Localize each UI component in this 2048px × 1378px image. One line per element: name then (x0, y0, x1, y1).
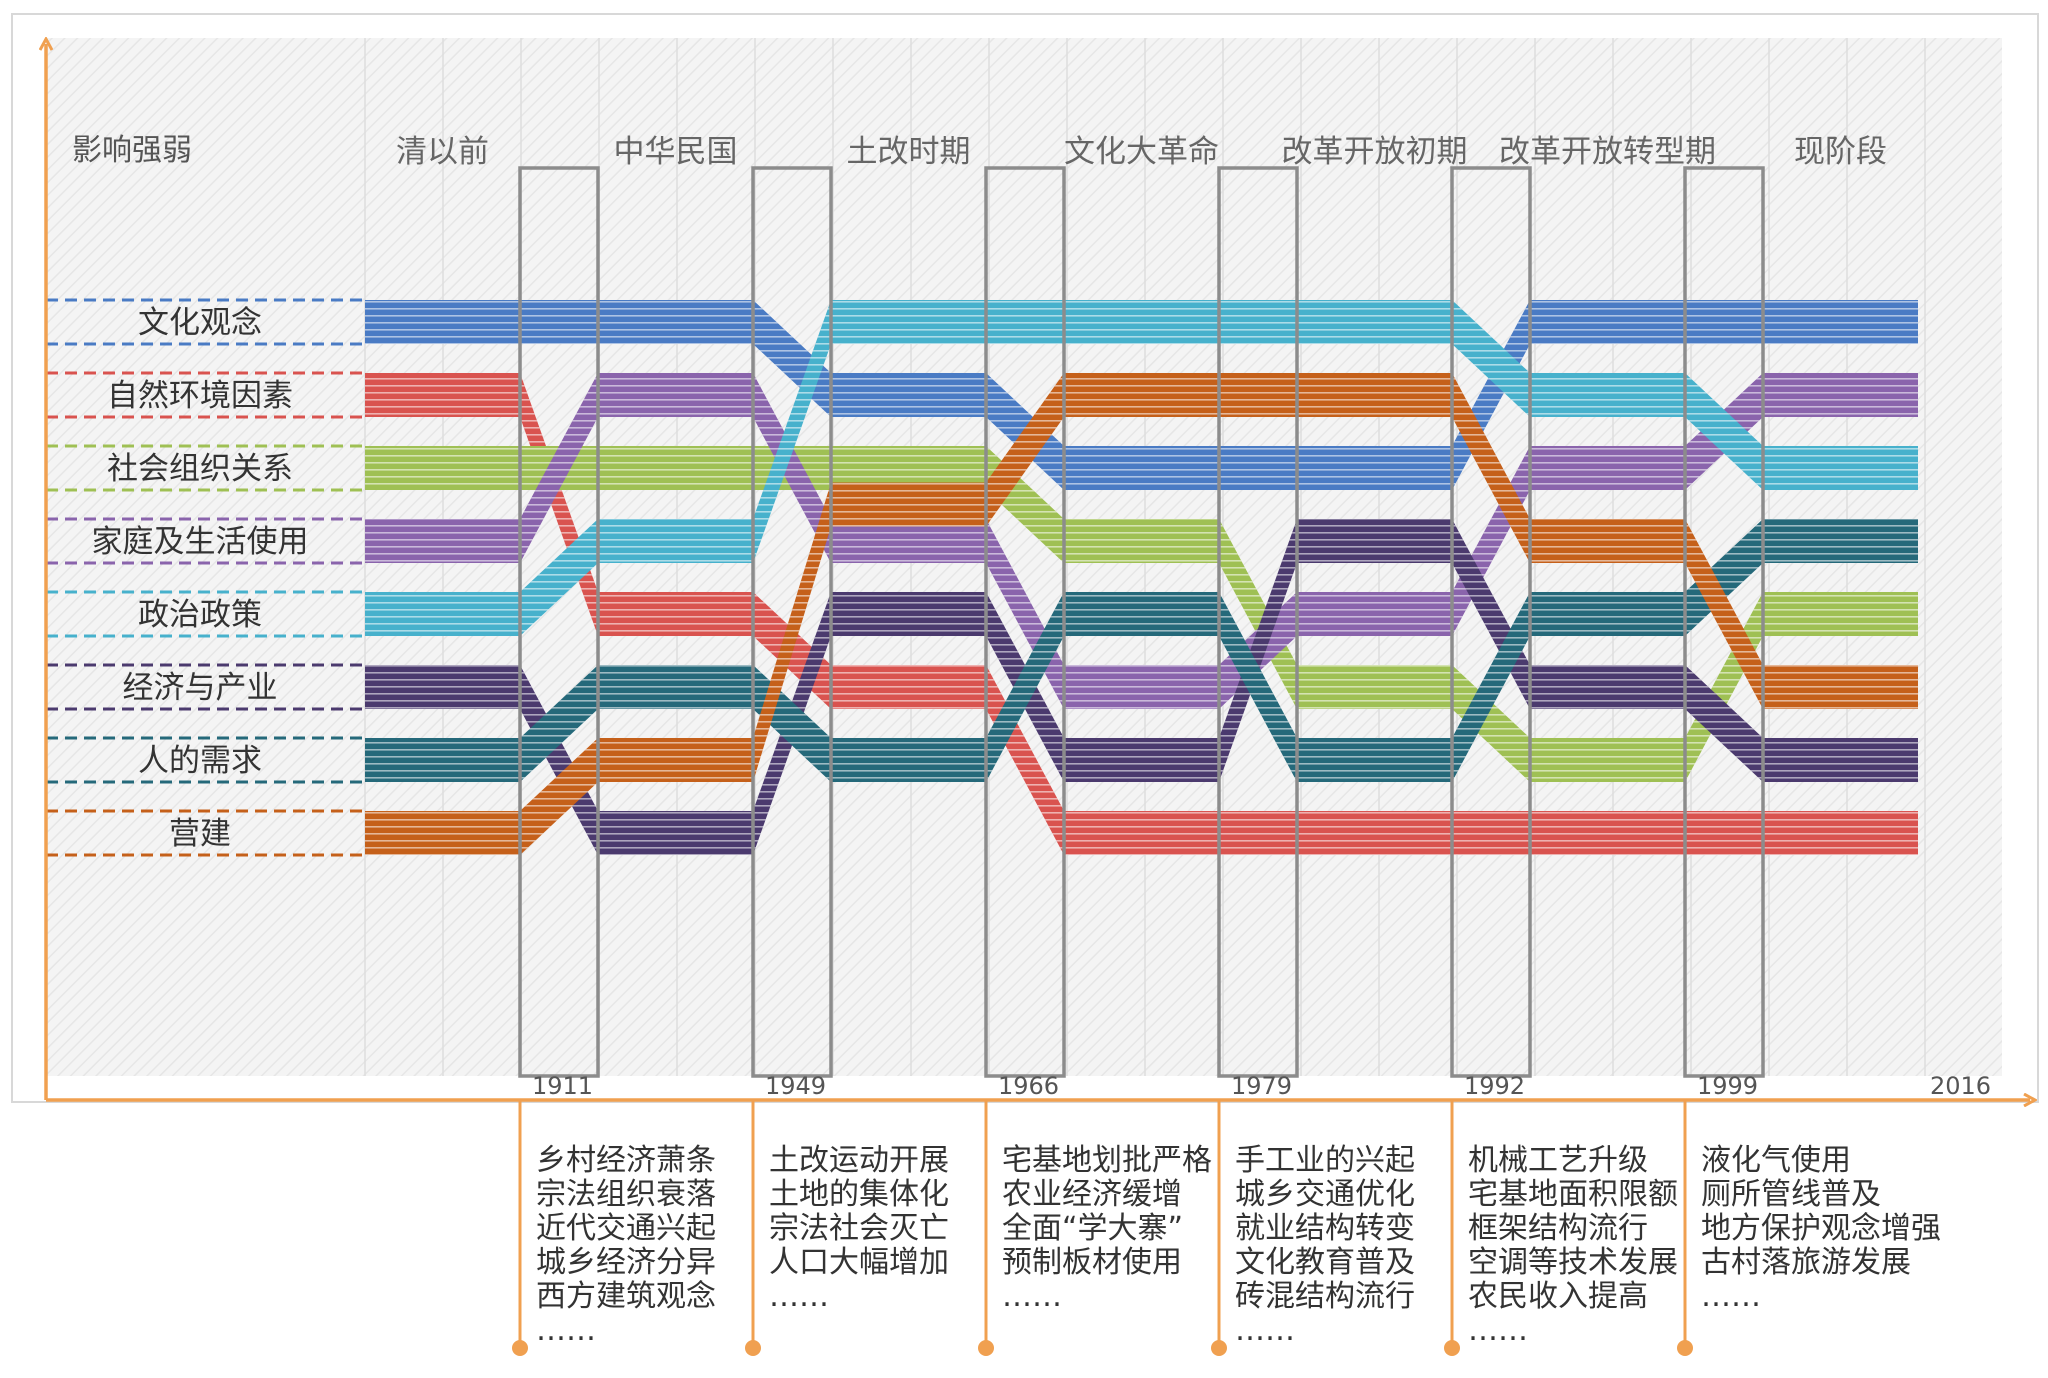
plot-background (46, 38, 2002, 1076)
transition-box (1217, 166, 1299, 1078)
event-text-line: 近代交通兴起 (536, 1211, 716, 1246)
event-text-line: 就业结构转变 (1235, 1211, 1415, 1246)
year-labels: 1911 1949 1966 1979 1992 1999 2016 (532, 1072, 1991, 1100)
event-text-line: 乡村经济萧条 (536, 1143, 716, 1178)
transition-box (1683, 166, 1765, 1078)
year-label: 1992 (1464, 1072, 1525, 1100)
year-label: 1999 (1697, 1072, 1758, 1100)
series-band-stripes (365, 373, 1918, 855)
factor-label: 政治政策 (138, 597, 262, 633)
event-text-line: 宗法社会灭亡 (769, 1211, 949, 1246)
event-text-line: …… (1701, 1279, 1761, 1314)
event-text-line: 古村落旅游发展 (1701, 1245, 1911, 1280)
event-text-line: 地方保护观念增强 (1701, 1211, 1941, 1246)
event-1949: 土改运动开展土地的集体化宗法社会灭亡人口大幅增加…… (745, 1100, 949, 1356)
event-text-line: …… (1002, 1279, 1062, 1314)
event-1979: 手工业的兴起城乡交通优化就业结构转变文化教育普及砖混结构流行…… (1211, 1100, 1415, 1356)
event-annotations: 乡村经济萧条宗法组织衰落近代交通兴起城乡经济分异西方建筑观念……土改运动开展土地… (512, 1100, 1941, 1356)
factor-label: 社会组织关系 (107, 451, 293, 487)
factor-label: 文化观念 (138, 305, 262, 341)
transition-boxes (518, 166, 1765, 1078)
period-label: 改革开放初期 (1282, 134, 1468, 170)
event-text-line: 机械工艺升级 (1468, 1143, 1648, 1178)
event-text-line: 西方建筑观念 (536, 1279, 716, 1314)
event-text-line: 框架结构流行 (1468, 1211, 1648, 1246)
factor-guide-lines (46, 298, 365, 857)
event-text-line: 厕所管线普及 (1701, 1177, 1881, 1212)
chart-border (11, 13, 2039, 1103)
event-text-line: 预制板材使用 (1002, 1245, 1182, 1280)
factor-label: 自然环境因素 (107, 378, 293, 414)
axes (46, 44, 2030, 1100)
event-1992: 机械工艺升级宅基地面积限额框架结构流行空调等技术发展农民收入提高…… (1444, 1100, 1678, 1356)
event-text-line: 全面“学大寨” (1002, 1211, 1183, 1246)
event-text-line: …… (1468, 1313, 1528, 1348)
factor-label: 经济与产业 (123, 670, 278, 706)
y-axis-label: 影响强弱 (72, 133, 192, 168)
event-text-line: 城乡交通优化 (1235, 1177, 1415, 1212)
event-text-line: 文化教育普及 (1235, 1245, 1415, 1280)
event-text-line: 宗法组织衰落 (536, 1177, 716, 1212)
event-text-line: 宅基地面积限额 (1468, 1177, 1678, 1212)
series-2-band (365, 373, 1918, 855)
event-1999: 液化气使用厕所管线普及地方保护观念增强古村落旅游发展…… (1677, 1100, 1941, 1356)
transition-box (1450, 166, 1532, 1078)
event-dot (745, 1340, 761, 1356)
year-label: 2016 (1930, 1072, 1991, 1100)
series-6-band (365, 519, 1918, 855)
year-label: 1949 (765, 1072, 826, 1100)
period-label: 清以前 (396, 134, 489, 170)
event-1966: 宅基地划批严格农业经济缓增全面“学大寨”预制板材使用…… (978, 1100, 1212, 1356)
series-band-stripes (365, 519, 1918, 855)
event-text-line: 砖混结构流行 (1235, 1279, 1415, 1314)
event-text-line: 土改运动开展 (769, 1143, 949, 1178)
factor-label: 营建 (169, 816, 231, 852)
transition-box (984, 166, 1066, 1078)
factor-label: 家庭及生活使用 (92, 524, 309, 560)
event-text-line: 城乡经济分异 (536, 1245, 716, 1280)
period-labels: 清以前 中华民国 土改时期 文化大革命 改革开放初期 改革开放转型期 现阶段 (396, 134, 1887, 170)
event-1911: 乡村经济萧条宗法组织衰落近代交通兴起城乡经济分异西方建筑观念…… (512, 1100, 716, 1356)
period-label: 文化大革命 (1064, 134, 1219, 170)
event-text-line: 土地的集体化 (769, 1177, 949, 1212)
event-text-line: …… (1235, 1313, 1295, 1348)
event-dot (1677, 1340, 1693, 1356)
period-label: 现阶段 (1794, 134, 1887, 170)
event-text-line: …… (536, 1313, 596, 1348)
event-text-line: 空调等技术发展 (1468, 1245, 1678, 1280)
year-label: 1979 (1231, 1072, 1292, 1100)
event-dot (1211, 1340, 1227, 1356)
event-text-line: 液化气使用 (1701, 1143, 1851, 1178)
event-text-line: …… (769, 1279, 829, 1314)
event-dot (978, 1340, 994, 1356)
year-label: 1966 (998, 1072, 1059, 1100)
event-text-line: 宅基地划批严格 (1002, 1143, 1212, 1178)
period-label: 改革开放转型期 (1499, 134, 1716, 170)
event-text-line: 农民收入提高 (1468, 1279, 1648, 1314)
period-label: 中华民国 (614, 134, 738, 170)
event-text-line: 农业经济缓增 (1002, 1177, 1182, 1212)
factor-label: 人的需求 (138, 743, 262, 779)
event-dot (512, 1340, 528, 1356)
event-text-line: 人口大幅增加 (769, 1245, 949, 1280)
event-text-line: 手工业的兴起 (1235, 1143, 1415, 1178)
transition-box (518, 166, 600, 1078)
transition-box (751, 166, 833, 1078)
event-dot (1444, 1340, 1460, 1356)
period-label: 土改时期 (847, 134, 971, 170)
year-label: 1911 (532, 1072, 593, 1100)
